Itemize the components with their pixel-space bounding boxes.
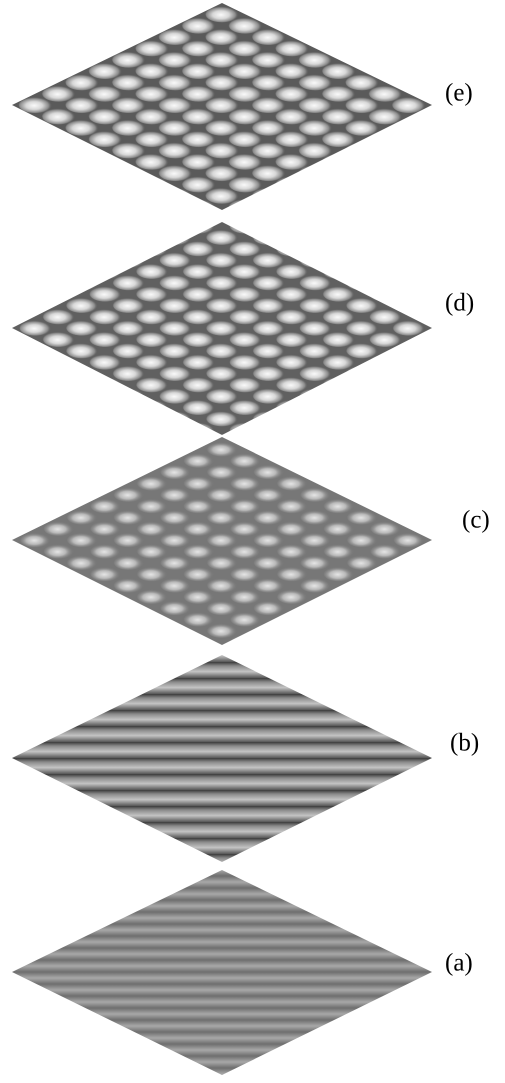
surface-c	[12, 437, 432, 645]
panel-label: (d)	[445, 290, 474, 317]
surface-d	[12, 222, 432, 435]
surface-e	[12, 3, 432, 210]
page: (e) (d) (c) (b) (a) (() => { const data …	[0, 0, 505, 1083]
panel-label: (c)	[462, 507, 490, 534]
figure: (e) (d) (c) (b) (a)	[0, 0, 505, 1083]
surface-a	[12, 870, 432, 1075]
surface-b	[12, 655, 432, 862]
panel-label: (b)	[450, 730, 479, 757]
panel-label: (a)	[445, 950, 473, 977]
panel-label: (e)	[445, 80, 473, 107]
